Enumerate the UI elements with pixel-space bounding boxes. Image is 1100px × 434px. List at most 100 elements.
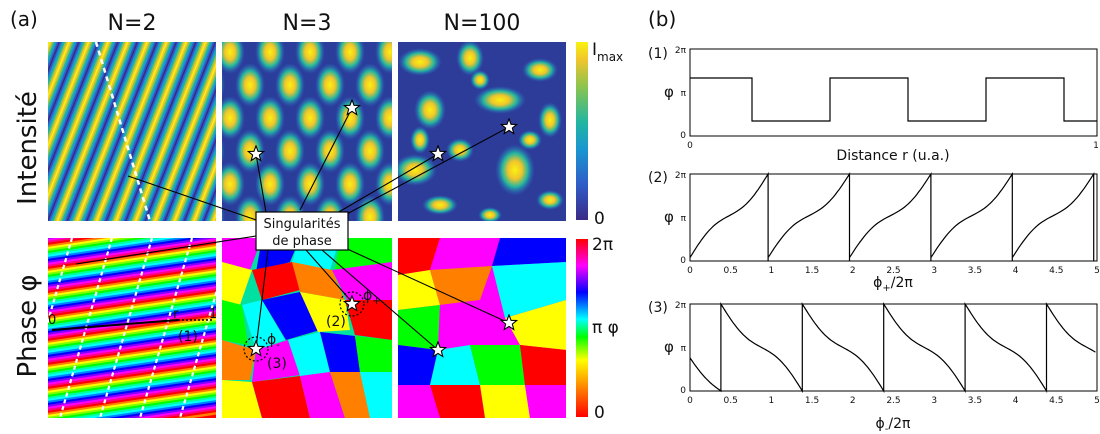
n2-phase-stripe [48, 316, 216, 344]
n2-stripe [160, 79, 216, 221]
xtick-label: 5 [1094, 396, 1100, 406]
n3-phase-region [355, 336, 392, 372]
n2-phase-stripe [48, 268, 216, 296]
xtick-label: 5 [1094, 266, 1100, 276]
n100-speckle-spot [522, 58, 558, 82]
n2-phase-stripe [175, 412, 216, 418]
n2-stripe [194, 166, 216, 221]
n2-phase-stripe [134, 406, 216, 418]
n2-stripe [149, 50, 216, 221]
xtick-label: 0 [687, 396, 693, 406]
n2-phase-stripe [48, 388, 216, 416]
n2-phase-stripe [107, 402, 216, 418]
panel-b-label: (b) [648, 7, 676, 31]
marker-tag-2: (2) [326, 314, 346, 330]
n2-phase-stripe [48, 302, 216, 330]
n2-stripe [0, 42, 2, 221]
n2-stripe [175, 117, 216, 221]
n2-stripe [198, 175, 216, 221]
n3-spot [222, 137, 225, 165]
n2-profile-tag: (1) [178, 329, 198, 345]
plot-1-ytick-2pi: 2π [675, 46, 687, 56]
n2-stripe [201, 183, 216, 221]
plot-1-frame [689, 48, 1098, 137]
n2-phase-stripe [48, 348, 216, 376]
phase-colorbar-mid: π φ [592, 318, 619, 338]
n2-stripe [152, 58, 216, 221]
n2-phase-stripe [48, 248, 216, 276]
n2-stripe [185, 142, 216, 221]
plot-2-ylabel: φ [664, 208, 674, 226]
n2-phase-map [48, 238, 216, 418]
xtick-label: 2 [850, 396, 856, 406]
n3-spot [275, 129, 305, 173]
intensity-colorbar [576, 42, 588, 220]
plot-3-ylabel: φ [664, 338, 674, 356]
n2-phase-stripe [48, 328, 216, 356]
n2-stripe [159, 75, 216, 221]
n2-phase-stripe [48, 318, 216, 346]
n3-spot [235, 63, 265, 107]
n2-profile-zero: 0 [48, 313, 56, 328]
n2-phase-dash [98, 238, 154, 418]
n2-phase-stripe [148, 408, 216, 418]
n2-phase-stripe [48, 298, 216, 326]
n2-phase-stripe [48, 352, 216, 380]
n2-stripe [162, 83, 216, 221]
row-label-intensity: Intensité [13, 91, 43, 205]
column-header-n3: N=3 [283, 11, 332, 36]
plot-2-ytick-pi: π [681, 214, 687, 224]
n2-stripe [214, 216, 216, 221]
n2-stripe [170, 104, 216, 221]
n2-phase-stripe [48, 356, 216, 384]
n3-spot [355, 195, 385, 221]
callout-leader-lines [75, 107, 510, 351]
plot-1-ytick-0: 0 [680, 131, 686, 141]
n100-phase-region [398, 305, 440, 350]
n2-phase-stripe [48, 376, 216, 404]
n2-profile-line [51, 319, 179, 331]
column-header-n2: N=2 [108, 11, 157, 36]
n100-phase-region [492, 262, 566, 318]
n3-spot [195, 0, 225, 41]
n3-spot [395, 0, 425, 41]
n100-intensity-map [398, 42, 566, 221]
n2-stripe [0, 42, 12, 221]
n2-stripe [204, 191, 216, 221]
plot-1-xtick-0: 0 [687, 141, 693, 151]
n2-phase-stripe [48, 360, 216, 388]
n3-spot [355, 129, 385, 173]
n100-speckle-spot [474, 86, 526, 114]
n2-stripe [0, 42, 9, 221]
n2-phase-stripe [48, 304, 216, 332]
n2-phase-stripe [48, 288, 216, 316]
n2-phase-stripe [48, 332, 216, 360]
callout-line2: de phase [272, 234, 332, 249]
n3-phase-region [360, 372, 392, 418]
n2-phase-stripe [48, 256, 216, 284]
n3-spot [295, 162, 325, 206]
plot-3-frame [689, 303, 1098, 392]
n100-phase-region [492, 238, 566, 266]
n2-phase-stripe [94, 400, 216, 418]
n100-phase-region [480, 385, 530, 418]
n2-phase-stripe [48, 380, 216, 408]
plot-1-xlabel: Distance r (u.a.) [836, 148, 949, 164]
n2-phase-stripe [80, 398, 216, 418]
n3-phase-region [252, 376, 310, 418]
plot-1-curve [690, 77, 1097, 122]
phase-colorbar-max: 2π [592, 235, 613, 255]
n3-spot [355, 63, 385, 107]
n2-phase-stripe [48, 300, 216, 328]
n2-phase-stripe [48, 260, 216, 288]
n100-phase-region [430, 385, 485, 418]
n100-phase-region [470, 345, 525, 385]
n2-stripe [191, 158, 216, 221]
n2-stripe [165, 92, 216, 221]
n3-phase-region [288, 332, 330, 376]
n2-phase-stripe [48, 334, 216, 362]
n100-speckle-spot [414, 90, 446, 130]
n3-spot [255, 162, 285, 206]
n2-phase-stripe [67, 396, 216, 418]
n2-phase-stripe [48, 290, 216, 318]
